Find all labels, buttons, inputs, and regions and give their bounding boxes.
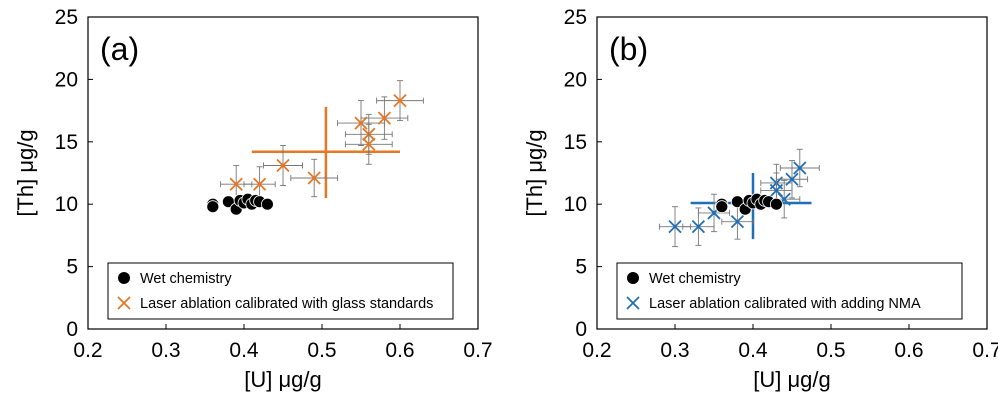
x-tick-label: 0.5 — [307, 339, 336, 362]
data-point-x-marker — [668, 220, 682, 234]
x-axis-title: [U] μg/g — [753, 367, 830, 392]
x-tick-label: 0.3 — [660, 339, 689, 362]
legend-marker-x — [626, 296, 640, 310]
plot-frame — [87, 16, 479, 330]
y-tick-label: 25 — [564, 6, 587, 29]
data-point-x-marker — [362, 137, 376, 151]
legend-marker-circle — [118, 272, 130, 284]
legend-label: Wet chemistry — [649, 271, 741, 287]
y-tick-label: 10 — [564, 193, 587, 216]
data-point-x-marker — [354, 116, 368, 130]
data-point-circle — [206, 200, 220, 214]
plot-frame — [596, 16, 988, 330]
y-tick-label: 5 — [575, 256, 587, 279]
y-tick-label: 0 — [575, 318, 587, 341]
y-tick-label: 20 — [564, 68, 587, 91]
data-point-x-marker — [730, 215, 745, 229]
x-axis-title: [U] μg/g — [244, 367, 321, 392]
y-tick-label: 10 — [55, 193, 78, 216]
marker-stroke — [377, 111, 392, 125]
marker-stroke — [691, 220, 706, 234]
data-point-x-marker — [229, 177, 243, 191]
data-point-x-marker — [785, 172, 799, 186]
x-tick-label: 0.5 — [816, 339, 845, 362]
x-tick-label: 0.7 — [972, 339, 998, 362]
data-point-circle — [715, 200, 729, 214]
marker-stroke — [276, 158, 290, 173]
marker-stroke — [307, 171, 321, 185]
marker-stroke — [668, 220, 682, 234]
y-tick-label: 25 — [55, 6, 78, 29]
x-tick-label: 0.2 — [582, 339, 611, 362]
legend-marker-x — [117, 296, 131, 310]
panel-label: (b) — [609, 31, 648, 67]
marker-stroke — [229, 177, 243, 191]
x-tick-label: 0.2 — [73, 339, 102, 362]
data-point-x-marker — [769, 183, 784, 198]
y-tick-label: 5 — [66, 256, 78, 279]
marker-stroke — [252, 177, 267, 191]
x-tick-label: 0.4 — [229, 339, 259, 362]
y-tick-label: 0 — [66, 318, 78, 341]
legend-marker-circle — [627, 272, 639, 284]
x-tick-label: 0.6 — [894, 339, 923, 362]
x-tick-label: 0.4 — [738, 339, 768, 362]
y-tick-label: 20 — [55, 68, 78, 91]
y-axis-title: [Th] μg/g — [522, 129, 547, 216]
x-tick-label: 0.6 — [385, 339, 414, 362]
data-point-x-marker — [276, 158, 290, 173]
data-point-x-marker — [691, 220, 706, 234]
panel-label: (a) — [100, 31, 139, 67]
data-point-x-marker — [307, 171, 321, 185]
legend-box — [616, 262, 963, 320]
marker-stroke — [769, 183, 784, 198]
x-tick-label: 0.7 — [463, 339, 492, 362]
data-point-x-marker — [793, 161, 807, 175]
panel-b: 0.2 0.3 0.4 0.5 0.6 0.7 0 5 10 15 20 25 [U] μg/g [Th]… — [522, 6, 998, 392]
marker-stroke — [362, 137, 376, 151]
marker-stroke — [393, 93, 407, 108]
panel-a: 0.2 0.3 0.4 0.5 0.6 0.7 0 5 10 15 20 25 [U] μg/g [Th]… — [13, 6, 493, 392]
y-axis-title: [Th] μg/g — [13, 129, 38, 216]
x-tick-label: 0.3 — [151, 339, 180, 362]
y-tick-label: 15 — [55, 131, 78, 154]
data-point-x-marker — [393, 93, 407, 108]
data-point-circle — [260, 197, 274, 211]
y-tick-label: 15 — [564, 131, 587, 154]
legend-label: Laser ablation calibrated with adding NM… — [649, 296, 921, 312]
marker-stroke — [730, 215, 745, 229]
legend-box — [107, 262, 454, 320]
legend-label: Laser ablation calibrated with glass sta… — [140, 296, 433, 312]
data-point-circle — [770, 197, 783, 211]
marker-stroke — [793, 161, 807, 175]
data-point-x-marker — [377, 111, 392, 125]
legend-label: Wet chemistry — [140, 271, 232, 287]
marker-stroke — [785, 172, 799, 186]
marker-stroke — [354, 116, 368, 130]
data-point-x-marker — [252, 177, 267, 191]
